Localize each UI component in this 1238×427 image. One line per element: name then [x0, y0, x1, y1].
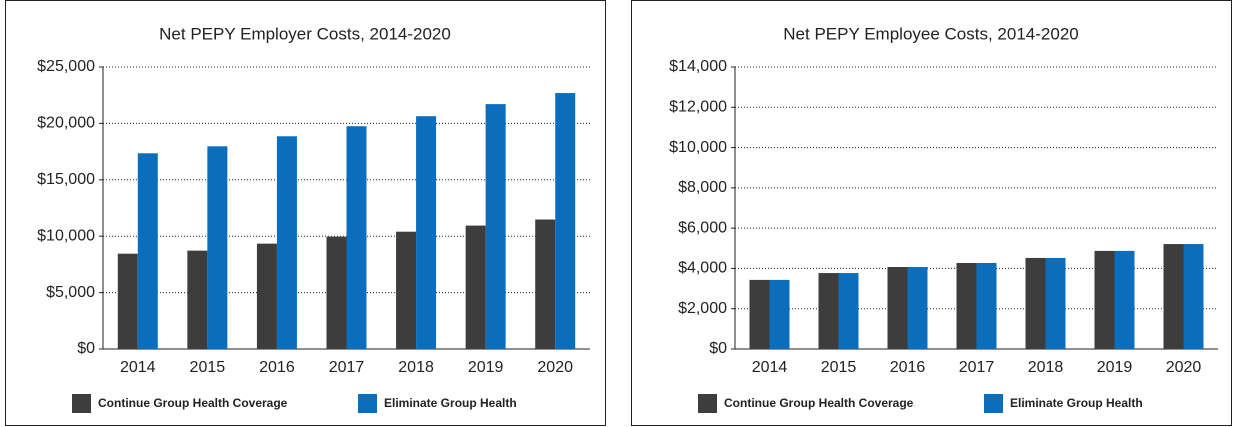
x-tick-label: 2020 — [537, 359, 573, 376]
bar — [535, 219, 556, 349]
x-tick-label: 2020 — [1166, 359, 1202, 376]
legend-swatch — [698, 394, 717, 413]
chart-frame — [631, 0, 1232, 426]
bar — [838, 273, 859, 349]
y-tick-label: $2,000 — [678, 300, 727, 317]
bar — [1094, 250, 1115, 349]
bar — [326, 236, 347, 349]
x-tick-label: 2014 — [752, 359, 788, 376]
bar — [976, 262, 997, 349]
bar — [1025, 257, 1046, 349]
x-tick-label: 2019 — [468, 359, 504, 376]
chart-title: Net PEPY Employer Costs, 2014-2020 — [159, 24, 451, 43]
bar — [276, 136, 297, 349]
bar — [346, 126, 367, 349]
y-tick-label: $8,000 — [678, 179, 727, 196]
y-tick-label: $0 — [77, 340, 95, 357]
bar — [416, 116, 437, 349]
bar — [1163, 244, 1184, 349]
bar — [396, 231, 417, 349]
y-tick-label: $12,000 — [669, 99, 727, 116]
y-tick-label: $6,000 — [678, 219, 727, 236]
x-tick-label: 2015 — [190, 359, 226, 376]
bar — [256, 243, 277, 349]
bar — [769, 279, 790, 349]
y-tick-label: $4,000 — [678, 260, 727, 277]
y-tick-label: $15,000 — [37, 171, 95, 188]
y-tick-label: $5,000 — [46, 284, 95, 301]
bar — [187, 250, 208, 349]
legend-label: Continue Group Health Coverage — [724, 396, 914, 410]
bar — [1045, 257, 1066, 349]
legend-label: Continue Group Health Coverage — [98, 396, 288, 410]
x-tick-label: 2014 — [120, 359, 156, 376]
x-tick-label: 2018 — [1028, 359, 1064, 376]
bar — [887, 267, 908, 349]
y-tick-label: $20,000 — [37, 115, 95, 132]
y-tick-label: $10,000 — [669, 139, 727, 156]
bar — [485, 104, 506, 349]
x-tick-label: 2015 — [821, 359, 857, 376]
chart-title: Net PEPY Employee Costs, 2014-2020 — [783, 24, 1078, 43]
y-tick-label: $10,000 — [37, 227, 95, 244]
x-tick-label: 2016 — [259, 359, 295, 376]
legend-swatch — [358, 394, 377, 413]
x-tick-label: 2018 — [398, 359, 434, 376]
bar — [749, 279, 770, 349]
bar — [117, 253, 138, 349]
x-tick-label: 2017 — [959, 359, 995, 376]
y-tick-label: $25,000 — [37, 58, 95, 75]
bar — [137, 153, 158, 349]
bar — [207, 146, 228, 349]
x-tick-label: 2016 — [890, 359, 926, 376]
bar — [818, 273, 839, 349]
legend-swatch — [72, 394, 91, 413]
y-tick-label: $0 — [709, 340, 727, 357]
x-tick-label: 2019 — [1097, 359, 1133, 376]
x-tick-label: 2017 — [329, 359, 365, 376]
y-tick-label: $14,000 — [669, 58, 727, 75]
bar — [555, 93, 576, 350]
legend-swatch — [984, 394, 1003, 413]
bar — [1114, 250, 1135, 349]
bar — [956, 262, 977, 349]
bar — [465, 225, 486, 349]
bar — [907, 267, 928, 349]
chart-frame — [5, 0, 606, 426]
legend-label: Eliminate Group Health — [384, 396, 517, 410]
legend-label: Eliminate Group Health — [1010, 396, 1143, 410]
bar — [1183, 244, 1204, 349]
